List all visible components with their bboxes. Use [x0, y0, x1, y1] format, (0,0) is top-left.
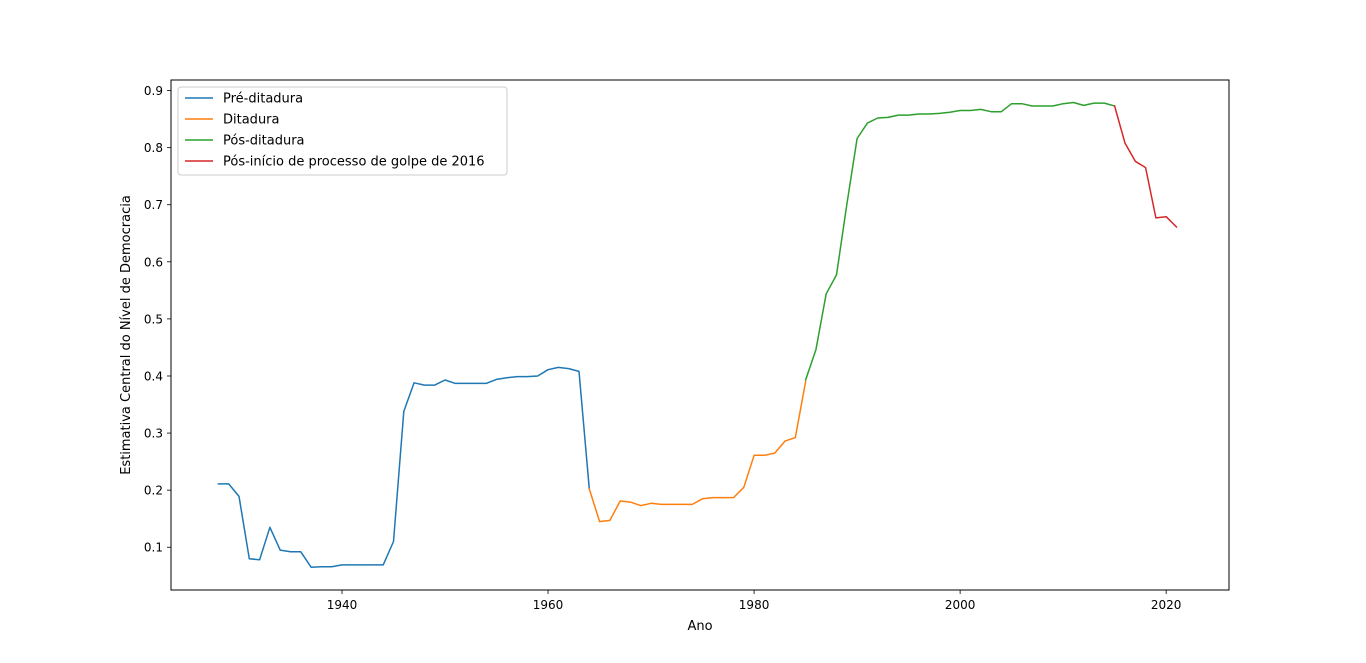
series-line-2 — [588, 380, 807, 523]
y-tick-label: 0.8 — [144, 141, 163, 155]
x-axis-label: Ano — [687, 619, 712, 634]
y-tick-label: 0.3 — [144, 427, 163, 441]
legend-label: Pós-ditadura — [223, 134, 305, 149]
legend-label: Ditadura — [223, 113, 280, 128]
legend-label: Pré-ditadura — [223, 92, 303, 107]
series-line-3 — [804, 101, 1116, 381]
y-axis-ticks: 0.1 0.2 0.3 0.4 0.5 0.6 0.7 0.8 0.9 — [144, 84, 171, 555]
x-axis-ticks: 1940 1960 1980 2000 2020 — [327, 590, 1182, 612]
series-line-1 — [217, 366, 591, 568]
y-tick-label: 0.6 — [144, 255, 163, 269]
y-tick-label: 0.2 — [144, 484, 163, 498]
series-layer — [217, 101, 1178, 568]
x-tick-label: 1980 — [739, 598, 770, 612]
series-line-4 — [1113, 105, 1178, 229]
x-tick-label: 1960 — [533, 598, 564, 612]
legend-items: Pré-ditadura Ditadura Pós-ditadura Pós-iníc… — [185, 92, 485, 170]
x-tick-label: 2000 — [945, 598, 976, 612]
plot-area-frame — [170, 79, 1230, 591]
x-tick-label: 2020 — [1151, 598, 1182, 612]
x-tick-label: 1940 — [327, 598, 358, 612]
y-tick-label: 0.5 — [144, 312, 163, 326]
y-tick-label: 0.4 — [144, 369, 163, 383]
legend-box — [177, 86, 508, 176]
y-tick-label: 0.1 — [144, 541, 163, 555]
y-tick-label: 0.7 — [144, 198, 163, 212]
legend: Pré-ditadura Ditadura Pós-ditadura Pós-iníc… — [177, 86, 508, 176]
legend-label: Pós-início de processo de golpe de 2016 — [223, 155, 485, 170]
y-axis-label: Estimativa Central do Nível de Democraci… — [119, 195, 134, 475]
y-tick-label: 0.9 — [144, 84, 163, 98]
